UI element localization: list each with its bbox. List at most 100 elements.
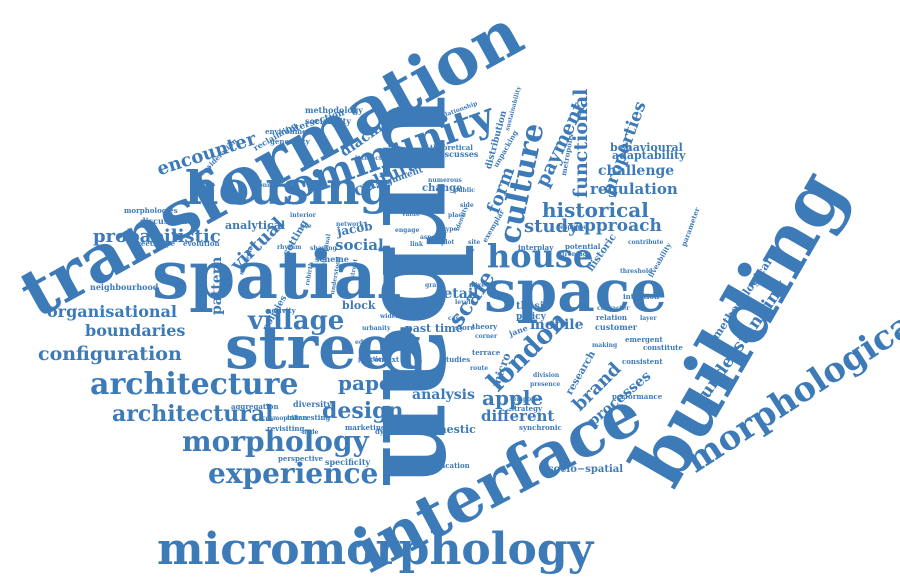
- word: architecture: [90, 367, 299, 402]
- word: urbanity: [362, 325, 391, 332]
- word: strategy: [510, 404, 543, 413]
- word: contribute: [628, 239, 664, 246]
- word: frontage: [562, 251, 591, 258]
- word: perspective: [278, 454, 324, 463]
- word: area: [425, 299, 440, 306]
- word: place: [448, 212, 466, 219]
- word: city: [412, 255, 429, 265]
- word: use: [300, 223, 312, 230]
- word: theoretical: [430, 143, 473, 152]
- word: evolution: [183, 239, 220, 248]
- word: performance: [612, 392, 663, 401]
- word: plot: [441, 239, 455, 246]
- word: implication: [425, 461, 470, 470]
- word: change: [422, 183, 463, 194]
- word: approach: [573, 216, 662, 236]
- word: case: [448, 315, 463, 322]
- word: house: [487, 237, 594, 275]
- word: specificity: [325, 457, 371, 467]
- word: scheme: [315, 254, 349, 264]
- word: design: [322, 398, 404, 424]
- word: parameter: [679, 206, 702, 248]
- word: village: [248, 306, 345, 336]
- word: policy: [516, 312, 546, 322]
- word: generality: [270, 137, 310, 146]
- word: grain: [425, 282, 443, 289]
- word: diversity: [293, 399, 332, 409]
- word: store: [455, 323, 475, 332]
- word: link: [410, 241, 424, 248]
- word: configuration: [38, 343, 182, 365]
- word: experience: [208, 457, 379, 490]
- word: customer: [595, 322, 637, 332]
- word: temporal: [510, 396, 541, 403]
- word: socio−spatial: [548, 464, 624, 475]
- word: space: [484, 257, 668, 325]
- word: past time: [405, 322, 463, 335]
- word: engage: [395, 227, 420, 234]
- word: interesting: [287, 413, 331, 422]
- word: level: [455, 299, 471, 306]
- word: aspect: [420, 234, 442, 241]
- word: shaping: [310, 245, 337, 252]
- word: site: [468, 239, 481, 246]
- word: corner: [475, 333, 498, 340]
- word: streetscape: [130, 239, 176, 248]
- word: marketing: [345, 423, 386, 432]
- word: regulation: [590, 180, 678, 198]
- word: discussion: [140, 216, 188, 226]
- word: mixed: [469, 282, 490, 289]
- word: thesis: [516, 301, 550, 312]
- word: constitute: [643, 343, 683, 352]
- word: street: [225, 313, 423, 383]
- word: adaptability: [612, 149, 686, 162]
- word: presence: [530, 381, 561, 388]
- word: system: [413, 197, 437, 204]
- word: layer: [640, 315, 657, 322]
- word: public: [454, 187, 475, 194]
- word: morphologies: [124, 206, 178, 215]
- word: housing: [185, 161, 392, 215]
- word: social: [335, 236, 384, 254]
- word: term: [432, 255, 457, 265]
- word: neighbourhood: [90, 282, 159, 292]
- word: node: [302, 429, 319, 436]
- word: analytical: [225, 219, 286, 232]
- word: architectural: [112, 401, 274, 427]
- word: boundaries: [85, 321, 186, 340]
- word: value: [402, 211, 420, 218]
- word: activity: [267, 306, 296, 315]
- word: network: [336, 221, 364, 228]
- word: aggregation: [231, 402, 279, 411]
- word: wider: [380, 313, 399, 320]
- word: theory: [472, 322, 498, 331]
- word: intention: [623, 292, 660, 301]
- word: making: [592, 342, 618, 349]
- word: organisational: [47, 302, 177, 321]
- word: terrace: [472, 348, 501, 357]
- word: route: [470, 365, 489, 372]
- word: retail: [436, 286, 479, 302]
- word: sociability: [305, 116, 351, 126]
- word: synchronic: [519, 423, 562, 432]
- word: rhythm: [277, 244, 302, 251]
- word: cosmopolitan: [262, 415, 308, 422]
- word: challenge: [598, 163, 675, 179]
- word: probabilistic: [93, 226, 221, 247]
- word: side: [460, 202, 474, 209]
- word: interaction: [355, 155, 393, 162]
- word: behavioural: [610, 141, 683, 154]
- word: historical: [542, 198, 649, 222]
- word: paper: [338, 371, 403, 395]
- word: open: [428, 205, 445, 212]
- word: interior: [290, 212, 316, 219]
- word: methodology: [305, 105, 363, 115]
- word: different: [481, 407, 555, 425]
- word: block: [342, 299, 376, 312]
- word: micromorphology: [157, 524, 594, 575]
- word: discusses: [436, 149, 479, 159]
- word: type: [443, 226, 458, 233]
- word: apple: [482, 386, 544, 410]
- word: interplay: [518, 243, 554, 252]
